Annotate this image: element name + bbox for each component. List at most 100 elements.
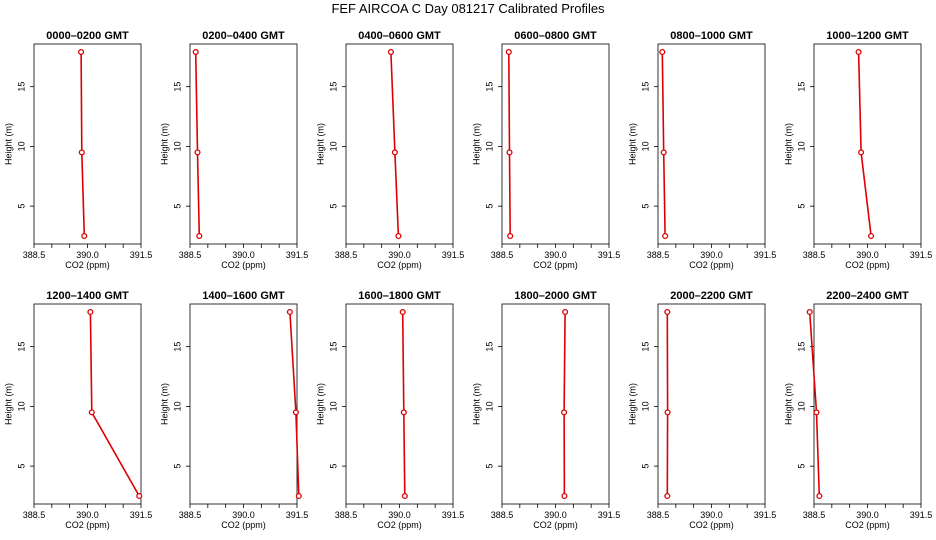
x-tick-label: 388.5 [647,510,670,520]
data-point [136,492,143,500]
data-point [295,492,302,500]
x-tick-label: 390.0 [700,250,723,260]
panel-title: 1200–1400 GMT [46,290,129,302]
data-point [660,149,667,156]
plot-frame [501,303,610,505]
y-tick-label: 10 [796,141,806,151]
y-axis-label: Height (m) [3,123,13,165]
profile-panel: 0600–0800 GMT 388.5 390.0 391.5 5 10 15 CO2 (pp… [471,30,620,270]
x-tick-label: 390.0 [232,510,255,520]
x-axis-label: CO2 (ppm) [221,520,266,530]
x-tick-label: 388.5 [23,250,46,260]
x-tick-label: 388.5 [647,250,670,260]
x-tick-label: 391.5 [442,510,465,520]
x-axis-label: CO2 (ppm) [689,260,734,270]
plot-frame [501,43,610,245]
y-tick-label: 15 [16,342,26,352]
data-point [387,48,394,56]
y-tick-label: 15 [484,82,494,92]
data-point [506,149,513,156]
x-tick-label: 390.0 [544,510,567,520]
x-axis-label: CO2 (ppm) [689,520,734,530]
y-tick-label: 5 [172,204,182,209]
x-tick-label: 391.5 [286,510,309,520]
plot-frame [33,303,142,505]
panel-title: 2000–2200 GMT [670,290,753,302]
plot-frame [189,43,298,245]
data-point [401,492,408,500]
data-point [81,232,88,240]
profile-panel: 1400–1600 GMT 388.5 390.0 391.5 5 10 15 CO2 (pp… [159,290,308,530]
y-tick-label: 5 [16,204,26,209]
panel-title: 2200–2400 GMT [826,290,909,302]
y-tick-label: 10 [640,141,650,151]
x-tick-label: 388.5 [179,510,202,520]
data-point [391,149,398,156]
profile-line [563,311,566,497]
y-tick-label: 5 [796,464,806,469]
y-axis-label: Height (m) [159,383,169,425]
y-tick-label: 15 [484,342,494,352]
profile-panel: 1200–1400 GMT 388.5 390.0 391.5 5 10 15 CO2 (pp… [3,290,152,530]
profile-panel: 1800–2000 GMT 388.5 390.0 391.5 5 10 15 CO2 (pp… [471,290,620,530]
profile-line [401,311,406,497]
y-tick-label: 10 [328,401,338,411]
y-tick-label: 5 [328,204,338,209]
plot-frame [813,303,922,505]
data-point [855,48,862,56]
plot-frame [657,43,766,245]
x-tick-label: 388.5 [335,250,358,260]
x-tick-label: 388.5 [23,510,46,520]
panel-title: 0400–0600 GMT [358,30,441,42]
y-tick-label: 5 [172,464,182,469]
plot-frame [657,303,766,505]
panel-title: 1600–1800 GMT [358,290,441,302]
y-tick-label: 15 [172,82,182,92]
y-axis-label: Height (m) [627,123,637,165]
y-tick-label: 10 [172,141,182,151]
data-point [286,308,293,316]
profile-panel: 1000–1200 GMT 388.5 390.0 391.5 5 10 15 CO2 (pp… [783,30,932,270]
y-tick-label: 10 [16,141,26,151]
profile-panel: 2000–2200 GMT 388.5 390.0 391.5 5 10 15 CO2 (pp… [627,290,776,530]
profile-line [808,311,821,497]
x-axis-label: CO2 (ppm) [65,260,110,270]
x-tick-label: 390.0 [856,250,879,260]
profile-panel: 0200–0400 GMT 388.5 390.0 391.5 5 10 15 CO2 (pp… [159,30,308,270]
y-tick-label: 15 [796,82,806,92]
profile-panel: 2200–2400 GMT 388.5 390.0 391.5 5 10 15 CO2 (pp… [783,290,932,530]
y-tick-label: 5 [484,204,494,209]
y-tick-label: 15 [796,342,806,352]
y-tick-label: 15 [640,342,650,352]
profile-line [89,311,140,497]
plot-frame [345,43,454,245]
x-tick-label: 388.5 [803,250,826,260]
y-axis-label: Height (m) [315,383,325,425]
y-axis-label: Height (m) [783,123,793,165]
main-title: FEF AIRCOA C Day 081217 Calibrated Profi… [331,1,605,16]
data-point [662,232,669,240]
profile-line [80,51,86,237]
y-tick-label: 5 [640,464,650,469]
profile-line [508,51,511,237]
data-point [507,232,514,240]
profile-panel: 1600–1800 GMT 388.5 390.0 391.5 5 10 15 CO2 (pp… [315,290,464,530]
x-tick-label: 390.0 [700,510,723,520]
y-tick-label: 5 [16,464,26,469]
data-point [505,48,512,56]
data-point [87,308,94,316]
x-tick-label: 391.5 [754,510,777,520]
y-axis-label: Height (m) [471,123,481,165]
data-point [664,492,671,500]
y-tick-label: 10 [640,401,650,411]
data-point [659,48,666,56]
profile-line [857,51,872,237]
x-tick-label: 391.5 [130,250,153,260]
x-tick-label: 391.5 [910,250,933,260]
y-axis-label: Height (m) [471,383,481,425]
x-tick-label: 391.5 [442,250,465,260]
y-tick-label: 15 [640,82,650,92]
data-point [194,149,201,156]
y-tick-label: 5 [796,204,806,209]
